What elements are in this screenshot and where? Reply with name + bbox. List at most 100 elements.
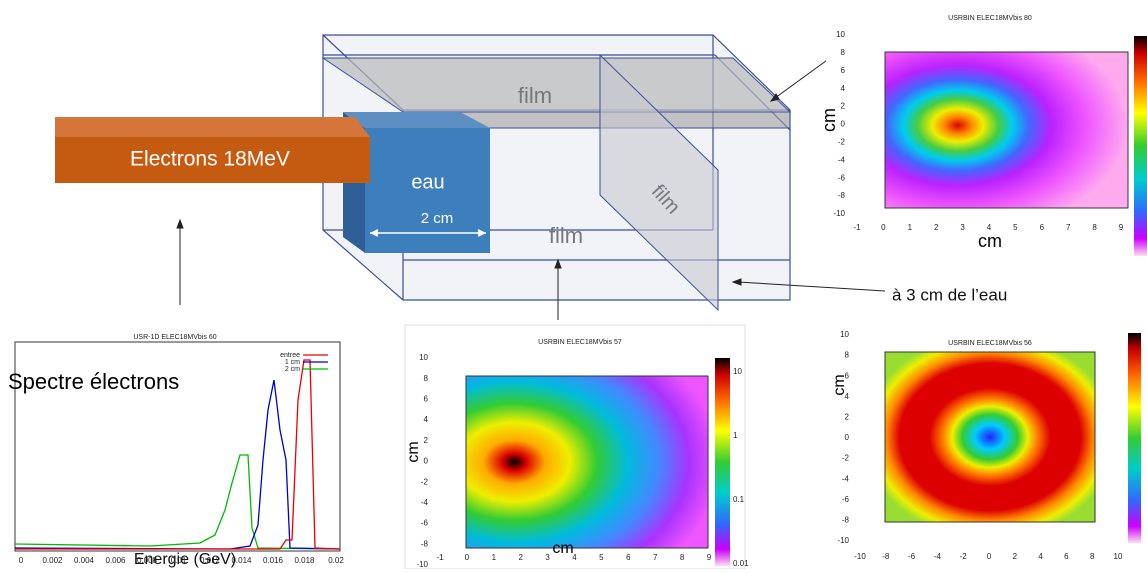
heatmap: [884, 351, 1096, 523]
x-tick-label: 3: [545, 553, 550, 562]
x-tick-label: 0.016: [263, 556, 284, 565]
arrow-head: [478, 229, 486, 237]
film-top: [321, 57, 792, 113]
y-tick-label: 4: [424, 415, 429, 424]
x-tick-label: 4: [1038, 552, 1043, 561]
y-tick-label: -8: [838, 191, 846, 200]
x-tick-label: 6: [626, 553, 631, 562]
x-tick-label: -4: [934, 552, 942, 561]
x-tick-label: 8: [680, 553, 685, 562]
x-tick-label: 7: [653, 553, 658, 562]
x-tick-label: -1: [436, 553, 444, 562]
x-tick-label: 0.014: [231, 556, 252, 565]
colorbar-label: 0.01: [733, 559, 749, 568]
colorbar-label: 10: [733, 367, 742, 376]
x-tick-label: 0.018: [294, 556, 315, 565]
y-tick-label: 8: [841, 48, 846, 57]
x-tick-label: 0.02: [328, 556, 344, 565]
x-tick-label: -10: [854, 552, 866, 561]
y-tick-label: -2: [842, 454, 850, 463]
spectrum-entree: [15, 359, 341, 550]
x-tick-label: -6: [908, 552, 916, 561]
legend-label: entree: [280, 352, 300, 359]
colorbar: [715, 358, 730, 566]
water-box-top: [343, 112, 490, 128]
heatmap: [884, 51, 1129, 209]
colorbar: [1134, 36, 1147, 256]
x-tick-label: 0: [881, 223, 886, 232]
overlay-label: Spectre électrons: [8, 369, 179, 394]
y-tick-label: -10: [833, 209, 845, 218]
x-tick-label: 7: [1066, 223, 1071, 232]
colorbar-label: 1: [733, 431, 738, 440]
source-label: Electrons 18MeV: [130, 148, 290, 171]
y-tick-label: 4: [845, 392, 850, 401]
y-tick-label: -8: [842, 516, 850, 525]
x-tick-label: 0.002: [42, 556, 63, 565]
water-label: eau: [411, 171, 444, 193]
y-tick-label: -2: [838, 138, 846, 147]
y-tick-label: 8: [424, 374, 429, 383]
x-tick-label: 0.004: [74, 556, 95, 565]
water-box: [365, 128, 490, 253]
x-axis-label: cm: [552, 540, 573, 557]
film-label: film: [549, 223, 583, 248]
colorbar-label: 0.1: [733, 495, 745, 504]
y-tick-label: 2: [841, 102, 846, 111]
x-tick-label: 0.008: [137, 556, 158, 565]
y-tick-label: 2: [845, 413, 850, 422]
y-tick-label: 10: [836, 30, 845, 39]
x-tick-label: 5: [599, 553, 604, 562]
line-part: [737, 281, 886, 292]
x-tick-label: 0.006: [105, 556, 126, 565]
y-tick-label: 0: [845, 433, 850, 442]
x-tick-label: 4: [987, 223, 992, 232]
source-box: [55, 137, 370, 183]
x-axis-label: cm: [978, 231, 1002, 251]
y-tick-label: 6: [845, 371, 850, 380]
legend-label: 2 cm: [285, 366, 300, 373]
pointer-arrows: [176, 57, 886, 320]
x-tick-label: -8: [882, 552, 890, 561]
y-tick-label: 6: [841, 66, 846, 75]
y-tick-label: 8: [845, 351, 850, 360]
colorbar: [1128, 333, 1141, 543]
water-width: 2 cm: [421, 210, 454, 227]
x-tick-label: 0.01: [171, 556, 187, 565]
x-tick-label: 6: [1064, 552, 1069, 561]
y-axis-label: cm: [819, 108, 839, 132]
y-tick-label: 4: [841, 84, 846, 93]
plot-title: USR-1D ELEC18MVbis 60: [133, 334, 216, 341]
y-tick-label: 10: [840, 330, 849, 339]
film-side: [599, 53, 719, 312]
x-tick-label: 2: [934, 223, 939, 232]
legend-label: 1 cm: [285, 359, 300, 366]
plot-title: USRBIN ELEC18MVbis 80: [948, 15, 1032, 22]
x-axis-label: Energie (GeV): [134, 551, 236, 568]
y-tick-label: 2: [424, 436, 429, 445]
x-tick-label: 1: [492, 553, 497, 562]
y-tick-label: 0: [424, 457, 429, 466]
y-tick-label: -6: [421, 519, 429, 528]
y-tick-label: -10: [416, 560, 428, 569]
x-tick-label: 6: [1040, 223, 1045, 232]
x-tick-label: 0: [465, 553, 470, 562]
y-tick-label: 6: [424, 395, 429, 404]
x-tick-label: -1: [853, 223, 861, 232]
y-tick-label: -4: [421, 498, 429, 507]
spectrum-1cm: [14, 379, 341, 550]
x-tick-label: 2: [1013, 552, 1018, 561]
y-tick-label: 10: [419, 353, 428, 362]
x-tick-label: 4: [572, 553, 577, 562]
plot-title: USRBIN ELEC18MVbis 56: [948, 340, 1032, 347]
arrow-head: [370, 229, 378, 237]
y-axis-label: cm: [831, 374, 848, 395]
x-tick-label: 10: [1114, 552, 1123, 561]
heatmap: [465, 375, 709, 549]
polygon-part: [176, 218, 184, 229]
line-part: [774, 57, 831, 99]
x-tick-label: 1: [908, 223, 913, 232]
film-label: film: [518, 83, 552, 108]
plot-frame: [14, 341, 341, 552]
